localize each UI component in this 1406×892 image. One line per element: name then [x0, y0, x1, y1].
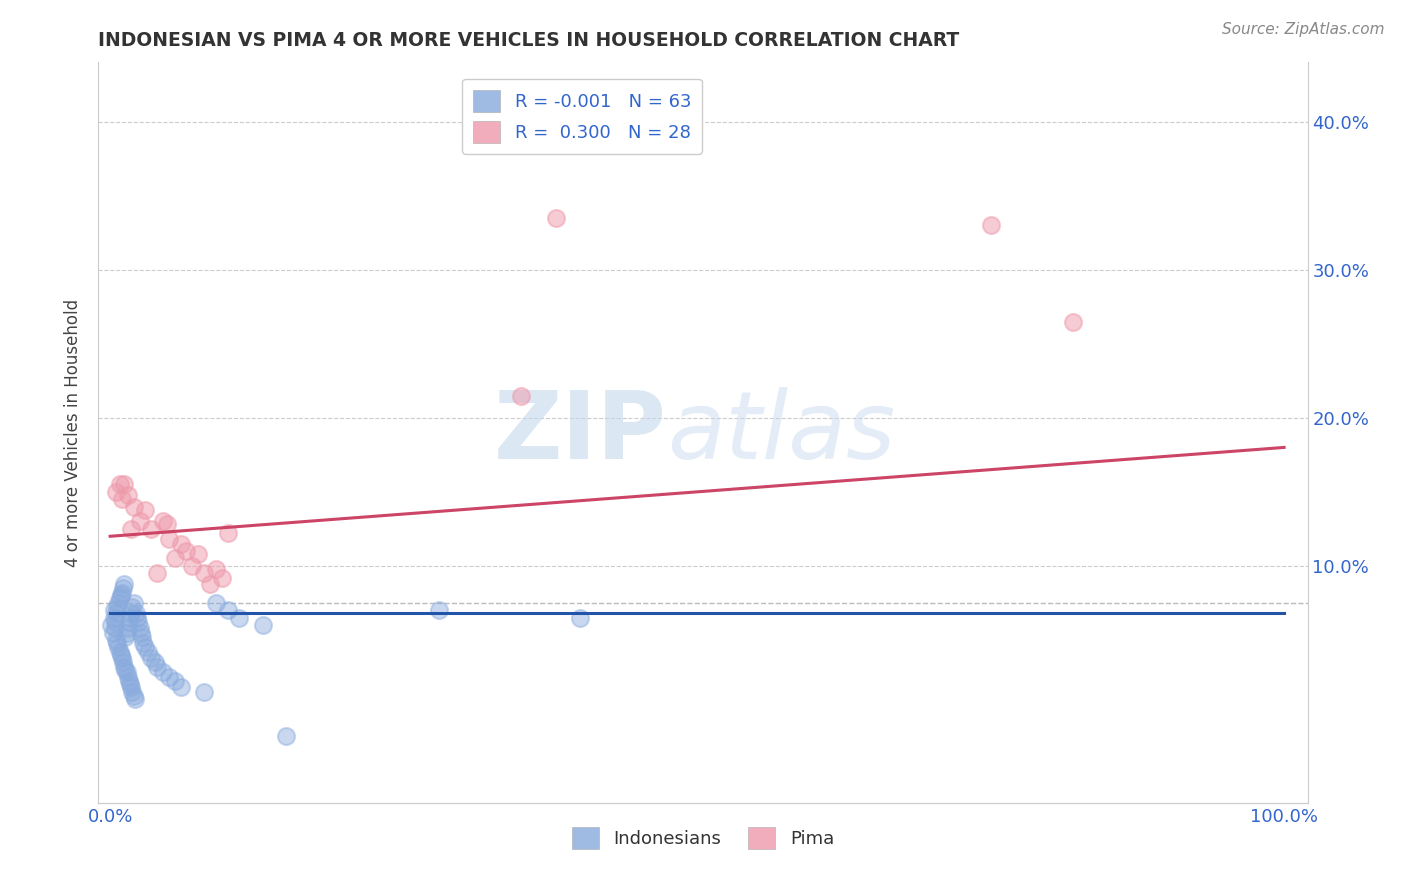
Point: [163, 551, 186, 566]
Point: [211, 571, 233, 585]
Point: [115, 625, 138, 640]
Point: [204, 596, 226, 610]
Point: [546, 211, 568, 225]
Point: [217, 603, 239, 617]
Point: [1062, 314, 1084, 328]
Point: [105, 600, 128, 615]
Text: Source: ZipAtlas.com: Source: ZipAtlas.com: [1222, 22, 1385, 37]
Point: [118, 615, 141, 629]
Point: [114, 663, 136, 677]
Point: [163, 674, 186, 689]
Point: [127, 615, 149, 629]
Point: [198, 576, 221, 591]
Point: [112, 477, 135, 491]
Point: [510, 389, 533, 403]
Point: [141, 522, 163, 536]
Point: [143, 655, 166, 669]
Point: [111, 492, 134, 507]
Point: [103, 610, 125, 624]
Text: INDONESIAN VS PIMA 4 OR MORE VEHICLES IN HOUSEHOLD CORRELATION CHART: INDONESIAN VS PIMA 4 OR MORE VEHICLES IN…: [98, 30, 960, 50]
Point: [105, 484, 128, 499]
Point: [105, 632, 128, 647]
Point: [129, 625, 152, 640]
Legend: Indonesians, Pima: Indonesians, Pima: [565, 821, 841, 856]
Point: [118, 674, 141, 689]
Point: [122, 596, 145, 610]
Point: [141, 650, 163, 665]
Point: [105, 636, 128, 650]
Point: [131, 630, 153, 644]
Point: [146, 566, 169, 581]
Point: [101, 625, 124, 640]
Point: [134, 502, 156, 516]
Point: [117, 670, 139, 684]
Point: [157, 670, 180, 684]
Point: [120, 522, 142, 536]
Point: [110, 648, 132, 662]
Point: [187, 547, 209, 561]
Point: [104, 621, 127, 635]
Point: [228, 610, 250, 624]
Point: [152, 515, 174, 529]
Point: [112, 581, 135, 595]
Point: [100, 618, 122, 632]
Point: [121, 600, 143, 615]
Point: [120, 610, 142, 624]
Point: [252, 618, 274, 632]
Point: [107, 640, 129, 655]
Point: [104, 615, 127, 629]
Point: [112, 576, 135, 591]
Point: [107, 596, 129, 610]
Text: atlas: atlas: [666, 387, 896, 478]
Point: [111, 650, 134, 665]
Point: [122, 689, 145, 703]
Point: [128, 621, 150, 635]
Point: [117, 621, 139, 635]
Point: [132, 636, 155, 650]
Point: [157, 533, 180, 547]
Point: [136, 645, 159, 659]
Point: [152, 665, 174, 680]
Point: [120, 677, 142, 691]
Point: [427, 603, 450, 617]
Point: [108, 591, 131, 606]
Point: [169, 681, 191, 695]
Point: [103, 603, 125, 617]
Point: [115, 665, 138, 680]
Point: [111, 585, 134, 599]
Point: [146, 659, 169, 673]
Point: [276, 729, 298, 743]
Point: [125, 607, 148, 621]
Point: [117, 488, 139, 502]
Point: [108, 477, 131, 491]
Point: [169, 536, 191, 550]
Point: [176, 544, 198, 558]
Point: [980, 219, 1002, 233]
Point: [193, 566, 215, 581]
Point: [120, 607, 142, 621]
Point: [122, 500, 145, 514]
Point: [120, 681, 142, 695]
Text: ZIP: ZIP: [494, 386, 666, 479]
Point: [181, 558, 204, 573]
Y-axis label: 4 or more Vehicles in Household: 4 or more Vehicles in Household: [65, 299, 83, 566]
Point: [155, 517, 177, 532]
Point: [128, 515, 150, 529]
Point: [204, 562, 226, 576]
Point: [217, 526, 239, 541]
Point: [114, 630, 136, 644]
Point: [568, 610, 591, 624]
Point: [112, 659, 135, 673]
Point: [105, 607, 128, 621]
Point: [127, 610, 149, 624]
Point: [110, 589, 132, 603]
Point: [134, 640, 156, 655]
Point: [124, 692, 146, 706]
Point: [193, 685, 215, 699]
Point: [108, 645, 131, 659]
Point: [121, 685, 143, 699]
Point: [112, 655, 135, 669]
